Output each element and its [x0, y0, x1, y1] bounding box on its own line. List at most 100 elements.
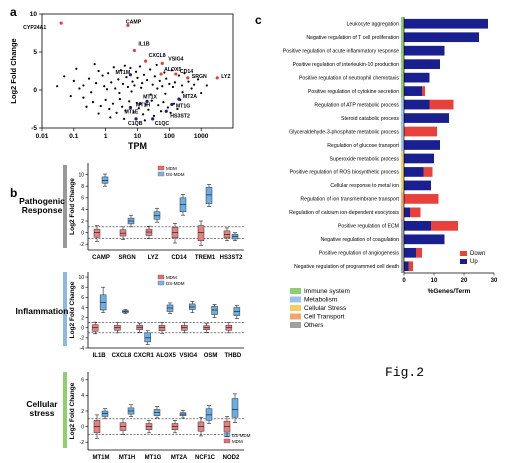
y-axis-label: Log2 Fold Change — [69, 178, 76, 235]
x-tick-label: 1 — [104, 133, 108, 140]
category-label: Others — [304, 322, 324, 329]
y-tick-label: 10 — [78, 172, 84, 178]
scatter-point — [159, 110, 163, 113]
scatter-point — [69, 94, 72, 98]
scatter-point — [157, 104, 160, 107]
scatter-point — [90, 91, 93, 94]
term-group-marker — [401, 138, 404, 152]
scatter-point — [162, 101, 165, 104]
legend-swatch — [157, 171, 165, 177]
scatter-point — [105, 88, 109, 91]
x-axis-label: TPM — [128, 141, 147, 151]
scatter-point — [104, 98, 107, 101]
y-tick-label: 10 — [78, 275, 84, 281]
y-tick-label: -4 — [80, 346, 85, 352]
term-label: Negative regulation of coagulation — [321, 237, 400, 243]
x-tick-label: 100 — [164, 133, 175, 140]
x-tick-label: 30 — [491, 278, 498, 284]
gene-point — [164, 109, 168, 113]
category-label: MT1H — [119, 455, 135, 461]
gene-point — [215, 76, 219, 80]
term-label: Regulation of calcium ion-dependent exoc… — [289, 210, 399, 216]
x-tick-label: 10 — [134, 133, 142, 140]
gene-label: HS3ST2 — [170, 113, 190, 119]
box-body — [93, 228, 101, 238]
group-title: Pathogenic — [19, 196, 65, 206]
scatter-point — [129, 66, 132, 70]
scatter-point — [156, 87, 159, 90]
scatter-point — [153, 75, 156, 78]
box-body — [205, 408, 213, 421]
scatter-point — [133, 84, 136, 87]
bar-up — [404, 180, 431, 191]
group-color-bar — [63, 272, 67, 346]
gene-label: MT1M — [115, 70, 130, 76]
scatter-point — [138, 65, 142, 68]
gene-point — [170, 102, 174, 107]
term-group-marker — [401, 219, 404, 233]
scatter-point — [152, 114, 156, 117]
term-label: Regulation of glucose transport — [327, 143, 399, 149]
group-title: stress — [29, 408, 54, 418]
y-tick-label: 6 — [81, 295, 84, 301]
term-label: Positive regulation of interleukin-10 pr… — [293, 62, 400, 68]
box-body — [144, 332, 151, 343]
gene-point — [159, 72, 163, 76]
y-tick-label: 6 — [81, 378, 84, 384]
scatter-point — [190, 87, 193, 90]
scatter-point — [117, 78, 120, 81]
gene-label: CAMP — [126, 19, 142, 25]
legend-label: DS-MDM — [166, 281, 185, 286]
y-axis-label: Log2 Fold Change — [9, 38, 18, 103]
legend-label: Up — [470, 259, 478, 265]
y-tick-label: 5 — [33, 49, 37, 56]
term-label: Positive regulation of ROS biosynthetic … — [290, 170, 400, 176]
scatter-point — [131, 80, 134, 83]
scatter-point — [147, 108, 150, 111]
term-label: Regulation of ATP metabolic process — [314, 102, 399, 108]
category-label: MT1G — [145, 455, 162, 461]
scatter-point — [151, 83, 154, 86]
panel-a-label: a — [10, 5, 17, 19]
gene-point — [160, 61, 164, 65]
scatter-point — [135, 101, 138, 105]
box-body — [231, 398, 239, 418]
category-label: CXCL8 — [112, 353, 132, 359]
scatter-point — [63, 75, 66, 78]
scatter-point — [112, 66, 115, 69]
term-label: Positive regulation of ECM — [338, 224, 399, 230]
category-label: Cellular Stress — [304, 305, 347, 312]
y-tick-label: 8 — [81, 285, 84, 291]
scatter-point — [126, 85, 130, 89]
scatter-point — [82, 84, 85, 87]
term-group-marker — [401, 246, 404, 260]
gene-label: VSIG4 — [168, 56, 183, 62]
category-label: TREM1 — [195, 255, 216, 261]
scatter-point — [97, 112, 100, 115]
scatter-point — [114, 87, 117, 90]
bar-up — [404, 234, 445, 245]
scatter-point — [130, 90, 133, 93]
legend-label: Down — [470, 251, 485, 257]
scatter-point — [72, 79, 75, 82]
y-tick-label: 6 — [81, 196, 84, 202]
scatter-point — [181, 91, 184, 94]
term-group-marker — [401, 84, 404, 98]
term-label: Positive regulation of angiogenesis — [319, 251, 400, 257]
bar-up — [404, 45, 445, 56]
category-label: CXCR1 — [134, 353, 155, 359]
scatter-point — [142, 113, 145, 116]
scatter-point — [132, 110, 135, 114]
scatter-point — [176, 107, 179, 111]
scatter-point — [155, 63, 158, 67]
scatter-point — [109, 116, 112, 119]
term-label: Leukocyte aggregation — [347, 22, 400, 28]
scatter-point — [118, 91, 121, 95]
scatter-point — [161, 85, 164, 88]
bar-down — [416, 247, 422, 258]
scatter-point — [158, 79, 161, 82]
scatter-point — [149, 93, 152, 96]
term-group-marker — [401, 30, 404, 44]
scatter-point — [142, 73, 146, 76]
